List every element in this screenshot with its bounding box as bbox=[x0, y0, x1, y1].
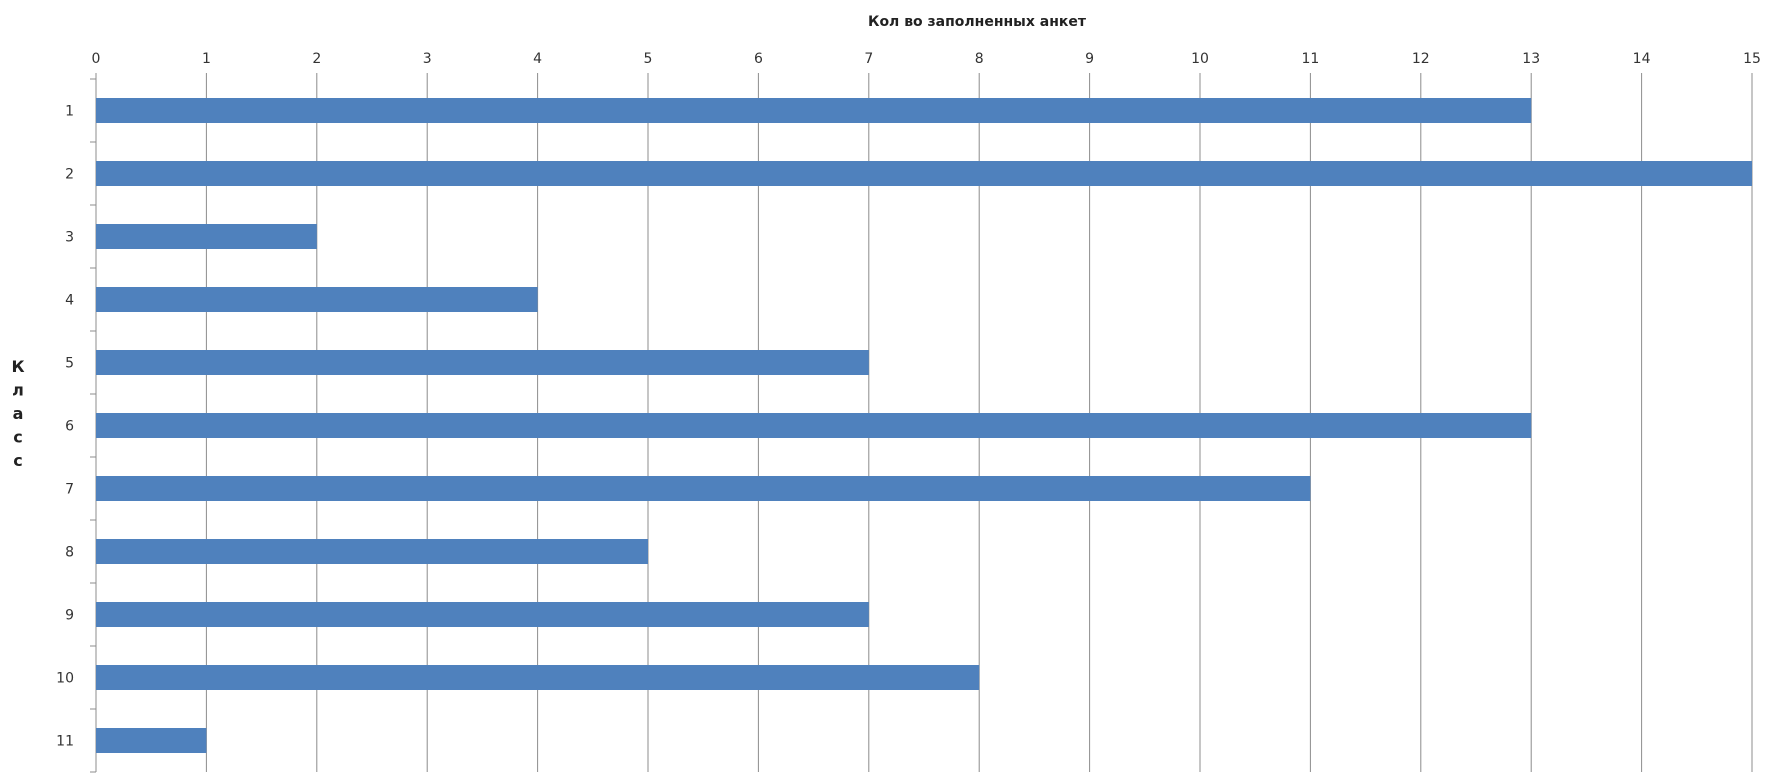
x-tick-label-14: 14 bbox=[1633, 51, 1651, 67]
x-tick-label-2: 2 bbox=[312, 51, 321, 67]
y-tick-label-4: 4 bbox=[65, 293, 74, 309]
bar-class-6 bbox=[96, 413, 1532, 438]
y-axis-title-letter: К bbox=[11, 357, 24, 376]
x-tick-label-1: 1 bbox=[202, 51, 211, 67]
y-tick-label-9: 9 bbox=[65, 608, 74, 624]
bar-class-4 bbox=[96, 287, 538, 312]
y-tick-label-7: 7 bbox=[65, 482, 74, 498]
y-tick-label-2: 2 bbox=[65, 167, 74, 183]
x-axis-title: Кол во заполненных анкет bbox=[868, 14, 1087, 30]
bar-class-7 bbox=[96, 476, 1311, 501]
x-tick-label-4: 4 bbox=[533, 51, 542, 67]
x-tick-label-11: 11 bbox=[1301, 51, 1319, 67]
y-tick-label-11: 11 bbox=[56, 734, 74, 750]
y-tick-label-1: 1 bbox=[65, 104, 74, 120]
x-tick-labels: 0 1 2 3 4 5 6 7 8 9 10 11 12 13 14 15 bbox=[92, 51, 1761, 67]
bar-class-10 bbox=[96, 665, 980, 690]
bar-class-3 bbox=[96, 224, 317, 249]
x-tick-label-8: 8 bbox=[975, 51, 984, 67]
x-tick-label-9: 9 bbox=[1085, 51, 1094, 67]
x-tick-label-6: 6 bbox=[754, 51, 763, 67]
x-tick-label-5: 5 bbox=[644, 51, 653, 67]
x-tick-label-7: 7 bbox=[864, 51, 873, 67]
y-tick-label-5: 5 bbox=[65, 356, 74, 372]
bar-class-1 bbox=[96, 98, 1532, 123]
y-axis-title-letter: с bbox=[13, 451, 22, 470]
y-tick-label-6: 6 bbox=[65, 419, 74, 435]
bars bbox=[96, 98, 1752, 753]
x-tick-label-13: 13 bbox=[1522, 51, 1540, 67]
bar-class-9 bbox=[96, 602, 869, 627]
bar-class-11 bbox=[96, 728, 207, 753]
bar-class-2 bbox=[96, 161, 1752, 186]
x-tick-label-12: 12 bbox=[1412, 51, 1430, 67]
y-axis-title-letter: л bbox=[12, 381, 24, 400]
y-axis-title-letter: а bbox=[13, 404, 24, 423]
x-tick-label-10: 10 bbox=[1191, 51, 1209, 67]
y-tick-label-10: 10 bbox=[56, 671, 74, 687]
bar-class-5 bbox=[96, 350, 869, 375]
y-axis-title-letter: с bbox=[13, 428, 22, 447]
y-tick-label-8: 8 bbox=[65, 545, 74, 561]
y-tick-labels: 1 2 3 4 5 6 7 8 9 10 11 bbox=[56, 104, 74, 750]
x-tick-label-15: 15 bbox=[1743, 51, 1761, 67]
x-tick-label-3: 3 bbox=[423, 51, 432, 67]
y-tick-label-3: 3 bbox=[65, 230, 74, 246]
x-tick-label-0: 0 bbox=[92, 51, 101, 67]
bar-class-8 bbox=[96, 539, 648, 564]
